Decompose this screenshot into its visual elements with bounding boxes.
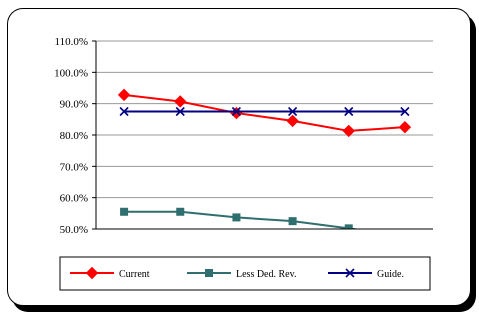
data-point bbox=[398, 120, 412, 134]
series-1 bbox=[120, 207, 361, 229]
series-line bbox=[123, 93, 405, 132]
data-point bbox=[288, 217, 297, 226]
legend-marker bbox=[85, 266, 99, 280]
data-point bbox=[120, 207, 129, 216]
data-point bbox=[117, 88, 131, 102]
y-tick-label: 80.0% bbox=[60, 130, 88, 142]
data-point bbox=[344, 224, 353, 229]
y-tick-label: 50.0% bbox=[60, 224, 88, 236]
y-tick-label: 90.0% bbox=[60, 99, 88, 111]
y-tick-label: 70.0% bbox=[60, 161, 88, 173]
data-point bbox=[288, 106, 298, 117]
legend-item: Current bbox=[70, 266, 150, 280]
data-point bbox=[400, 106, 410, 117]
data-point bbox=[119, 106, 129, 117]
data-point bbox=[232, 213, 241, 222]
legend-marker bbox=[345, 268, 355, 278]
legend: Current Less Ded. Rev. Guide. bbox=[70, 266, 404, 280]
y-tick-label: 110.0% bbox=[54, 36, 88, 48]
y-axis-ticks: 50.0% 60.0% 70.0% 80.0% 90.0% 100.0% 110.0% bbox=[54, 36, 96, 236]
legend-item: Guide. bbox=[328, 268, 404, 280]
data-point bbox=[174, 95, 187, 108]
legend-label: Guide. bbox=[377, 269, 404, 280]
legend-label: Less Ded. Rev. bbox=[236, 269, 296, 280]
series-line bbox=[124, 210, 361, 229]
chart-card bbox=[7, 8, 471, 306]
legend-item: Less Ded. Rev. bbox=[187, 269, 296, 280]
data-point bbox=[286, 114, 299, 128]
data-point bbox=[231, 106, 241, 117]
data-point bbox=[342, 124, 355, 138]
y-tick-label: 100.0% bbox=[54, 67, 88, 79]
series-2 bbox=[119, 106, 410, 117]
legend-label: Current bbox=[119, 269, 150, 280]
data-point bbox=[175, 106, 185, 117]
data-point bbox=[344, 106, 354, 117]
y-tick-label: 60.0% bbox=[60, 193, 88, 205]
legend-marker bbox=[205, 269, 213, 277]
gridlines bbox=[96, 40, 433, 199]
data-point bbox=[230, 106, 243, 120]
series-group bbox=[117, 88, 412, 229]
data-point bbox=[176, 207, 185, 216]
series-0 bbox=[117, 88, 412, 138]
